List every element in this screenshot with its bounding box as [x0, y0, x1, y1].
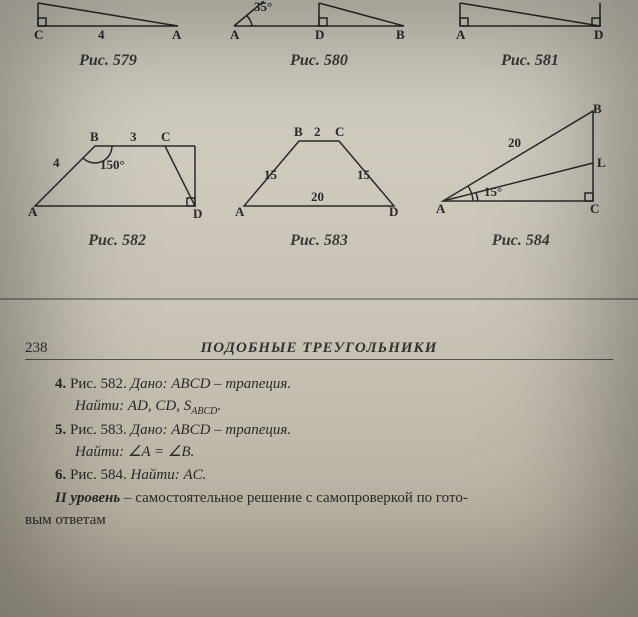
label-20: 20 [508, 135, 521, 150]
label-2: 2 [314, 124, 321, 139]
label-B: B [593, 101, 602, 116]
problem-4: 4. Рис. 582. Дано: ABCD – трапеция. Найт… [55, 374, 613, 419]
problem-5: 5. Рис. 583. Дано: ABCD – трапеция. Найт… [55, 420, 613, 464]
label-150: 150° [100, 157, 125, 172]
caption-583: Рис. 583 [290, 232, 348, 250]
figure-581: A D Рис. 581 [450, 1, 610, 70]
label-15b: 15 [357, 167, 371, 182]
label-C: C [335, 124, 344, 139]
caption-582: Рис. 582 [88, 232, 146, 250]
figure-583: B 2 C 15 15 20 A D Рис. 583 [229, 111, 409, 250]
label-L: L [597, 155, 606, 170]
p5-find-label: Найти: [75, 444, 124, 460]
label-B: B [294, 124, 303, 139]
level2-text: – самостоятельное решение с самопроверко… [120, 490, 468, 506]
p4-find-pre: AD, CD, S [128, 398, 191, 414]
text-panel: 238 ПОДОБНЫЕ ТРЕУГОЛЬНИКИ 4. Рис. 582. Д… [0, 300, 638, 543]
level-2-cont: вым ответам [25, 510, 613, 532]
p4-num: 4. [55, 376, 66, 392]
label-C: C [590, 201, 599, 216]
figure-row-bottom: B 3 C 4 150° A D Рис. 582 B 2 [10, 90, 628, 250]
label-D: D [193, 206, 202, 221]
section-title: ПОДОБНЫЕ ТРЕУГОЛЬНИКИ [85, 340, 613, 357]
label-A: A [235, 204, 245, 219]
problem-6: 6. Рис. 584. Найти: AC. [55, 465, 613, 487]
figure-582: B 3 C 4 150° A D Рис. 582 [25, 111, 210, 250]
caption-581: Рис. 581 [501, 52, 559, 70]
p4-find-label: Найти: [75, 398, 124, 414]
figure-584: B 20 L 15° A C Рис. 584 [428, 101, 613, 250]
label-D: D [315, 27, 324, 41]
label-A: A [28, 204, 38, 219]
page-number: 238 [25, 340, 85, 357]
label-C: C [34, 27, 43, 41]
label-15deg: 15° [484, 184, 502, 199]
p5-given: ABCD – трапеция. [171, 422, 291, 438]
p5-find: ∠A = ∠B. [128, 444, 194, 460]
caption-580: Рис. 580 [290, 52, 348, 70]
p4-given-label: Дано: [131, 376, 168, 392]
figure-579: C 4 A Рис. 579 [28, 1, 188, 70]
p6-ref: Рис. 584. [70, 467, 127, 483]
p4-find-sub: ABCD [191, 406, 217, 417]
level2-cont: вым ответам [25, 512, 106, 528]
problems-list: 4. Рис. 582. Дано: ABCD – трапеция. Найт… [25, 374, 613, 532]
figures-panel: C 4 A Рис. 579 35° [0, 0, 638, 300]
p5-ref: Рис. 583. [70, 422, 127, 438]
label-A: A [456, 27, 466, 41]
label-4: 4 [98, 27, 105, 41]
figure-580: 35° A D B Рис. 580 [224, 1, 414, 70]
label-35: 35° [254, 1, 272, 14]
p6-find-label: Найти: [131, 467, 180, 483]
label-A: A [436, 201, 446, 216]
label-A: A [172, 27, 182, 41]
figure-row-top: C 4 A Рис. 579 35° [10, 0, 628, 70]
label-D: D [594, 27, 603, 41]
p5-given-label: Дано: [131, 422, 168, 438]
label-B: B [90, 129, 99, 144]
p5-num: 5. [55, 422, 66, 438]
level2-label: II уровень [55, 490, 120, 506]
label-20: 20 [311, 189, 324, 204]
label-A: A [230, 27, 240, 41]
p4-ref: Рис. 582. [70, 376, 127, 392]
level-2: II уровень – самостоятельное решение с с… [55, 488, 613, 510]
p6-find: AC. [183, 467, 206, 483]
p4-find-suf: . [217, 398, 221, 414]
caption-584: Рис. 584 [492, 232, 550, 250]
p4-given: ABCD – трапеция. [171, 376, 291, 392]
caption-579: Рис. 579 [79, 52, 137, 70]
p6-num: 6. [55, 467, 66, 483]
label-D: D [389, 204, 398, 219]
label-3: 3 [130, 129, 137, 144]
label-15a: 15 [264, 167, 278, 182]
label-B: B [396, 27, 405, 41]
page-header: 238 ПОДОБНЫЕ ТРЕУГОЛЬНИКИ [25, 340, 613, 360]
label-4: 4 [53, 155, 60, 170]
label-C: C [161, 129, 170, 144]
